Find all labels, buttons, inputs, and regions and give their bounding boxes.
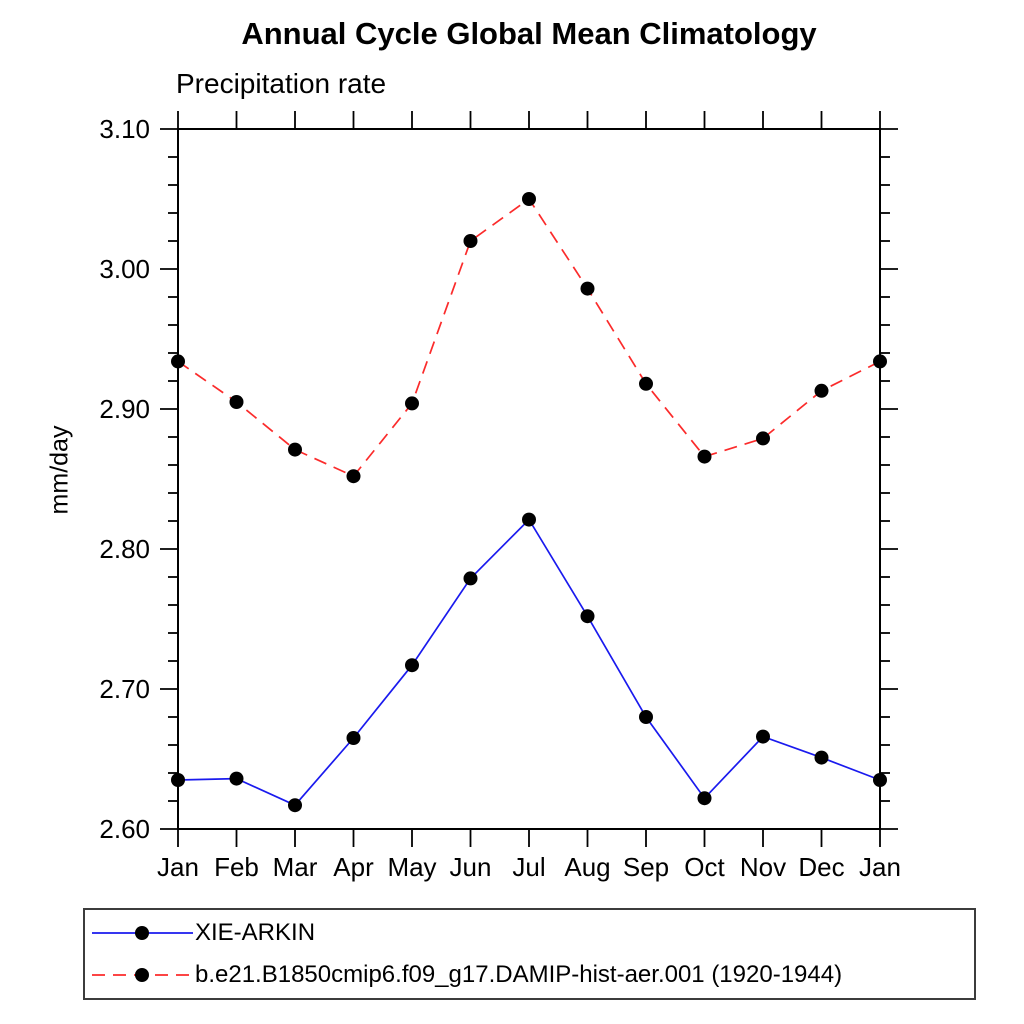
y-tick-label: 3.00 bbox=[99, 254, 150, 284]
data-point bbox=[756, 431, 770, 446]
legend-sample-marker bbox=[135, 968, 149, 982]
data-point bbox=[580, 609, 595, 624]
y-tick-label: 3.10 bbox=[99, 114, 150, 144]
x-tick-label: Jan bbox=[157, 852, 199, 882]
data-point bbox=[756, 729, 770, 744]
data-point bbox=[580, 281, 595, 296]
legend-label: b.e21.B1850cmip6.f09_g17.DAMIP-hist-aer.… bbox=[195, 961, 843, 988]
x-tick-label: Feb bbox=[214, 852, 259, 882]
x-tick-label: May bbox=[387, 852, 436, 882]
data-point bbox=[171, 773, 185, 787]
data-point bbox=[405, 396, 419, 411]
data-point bbox=[522, 192, 536, 206]
x-tick-label: Nov bbox=[740, 852, 786, 882]
data-point bbox=[873, 354, 887, 369]
legend-label: XIE-ARKIN bbox=[195, 919, 316, 946]
legend-line-sample bbox=[92, 968, 193, 982]
legend-sample-marker bbox=[135, 926, 149, 940]
data-point bbox=[405, 658, 419, 673]
x-tick-label: Sep bbox=[623, 852, 669, 882]
data-point bbox=[346, 469, 361, 484]
x-tick-label: Aug bbox=[564, 852, 610, 882]
x-tick-label: Apr bbox=[333, 852, 374, 882]
data-point bbox=[697, 791, 712, 806]
chart-subtitle: Precipitation rate bbox=[176, 68, 387, 99]
x-tick-label: Jul bbox=[512, 852, 545, 882]
y-tick-label: 2.80 bbox=[99, 534, 150, 564]
x-tick-label: Jun bbox=[450, 852, 492, 882]
data-point bbox=[639, 710, 653, 724]
data-point bbox=[229, 395, 244, 409]
x-tick-label: Jan bbox=[859, 852, 901, 882]
data-point bbox=[346, 731, 361, 745]
legend-item: b.e21.B1850cmip6.f09_g17.DAMIP-hist-aer.… bbox=[90, 954, 974, 996]
data-point bbox=[463, 234, 478, 248]
x-tick-label: Dec bbox=[798, 852, 844, 882]
legend-item: XIE-ARKIN bbox=[90, 912, 974, 954]
data-point bbox=[814, 750, 829, 765]
data-point bbox=[288, 442, 302, 457]
x-tick-label: Oct bbox=[684, 852, 725, 882]
series-line-1 bbox=[177, 197, 881, 478]
x-tick-label: Mar bbox=[273, 852, 318, 882]
data-point bbox=[814, 383, 829, 398]
data-point bbox=[873, 773, 887, 787]
data-point bbox=[639, 376, 653, 391]
chart-title: Annual Cycle Global Mean Climatology bbox=[241, 16, 817, 51]
data-point bbox=[288, 798, 302, 813]
y-tick-label: 2.70 bbox=[99, 674, 150, 704]
y-tick-label: 2.60 bbox=[99, 814, 150, 844]
legend-line-sample bbox=[92, 926, 193, 940]
data-point bbox=[229, 771, 244, 786]
legend-box: XIE-ARKIN b.e21.B1850cmip6.f09_g17.DAMIP-… bbox=[83, 908, 976, 1000]
y-tick-label: 2.90 bbox=[99, 394, 150, 424]
plot-frame bbox=[177, 128, 881, 830]
series-line-0 bbox=[177, 518, 881, 807]
data-point bbox=[171, 354, 185, 369]
data-point bbox=[463, 571, 478, 586]
data-point bbox=[697, 449, 712, 464]
data-point bbox=[522, 512, 536, 527]
